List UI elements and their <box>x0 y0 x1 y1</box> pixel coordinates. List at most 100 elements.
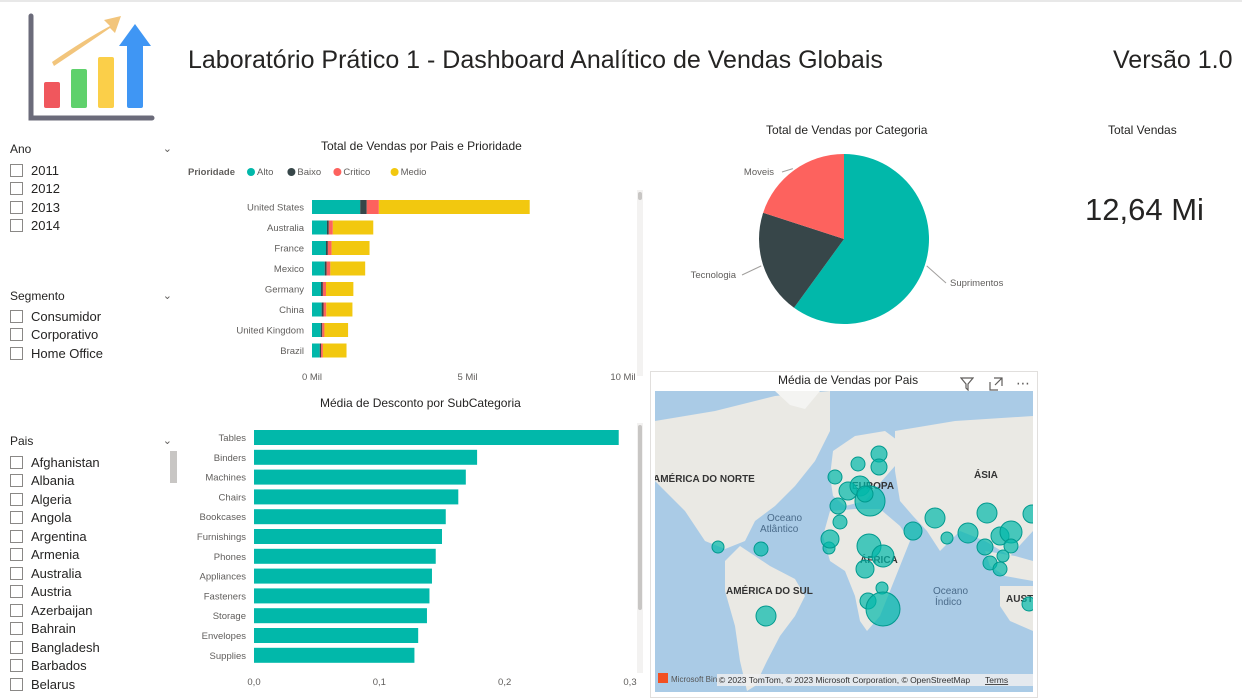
bar-segment[interactable] <box>319 343 322 358</box>
map-bubble[interactable] <box>832 514 848 530</box>
checkbox[interactable] <box>10 328 23 342</box>
bar-segment[interactable] <box>366 200 379 214</box>
checkbox[interactable] <box>10 309 23 323</box>
bar-segment[interactable] <box>312 343 320 358</box>
map-bubble[interactable] <box>755 605 777 627</box>
bar-segment[interactable] <box>378 200 530 214</box>
checkbox[interactable] <box>10 529 23 543</box>
bar[interactable] <box>254 568 432 584</box>
slicer-pais-item[interactable]: Azerbaijan <box>10 601 172 620</box>
scrollbar-thumb[interactable] <box>638 192 642 200</box>
bar-segment[interactable] <box>312 220 327 235</box>
pie-slice[interactable] <box>763 154 844 239</box>
slicer-pais-item[interactable]: Belarus <box>10 675 172 694</box>
bar-segment[interactable] <box>312 261 325 276</box>
slicer-pais-scrollbar[interactable] <box>170 451 177 483</box>
checkbox[interactable] <box>10 548 23 562</box>
map-bubble[interactable] <box>711 540 725 554</box>
map-area[interactable]: AMÉRICA DO NORTE EUROPA ÁSIA ÁFRICA AMÉR… <box>655 391 1033 692</box>
map-bubble[interactable] <box>753 541 769 557</box>
bar-segment[interactable] <box>324 323 349 337</box>
map-bubble[interactable] <box>871 544 895 568</box>
map-bubble[interactable] <box>1022 504 1033 524</box>
slicer-pais-item[interactable]: Albania <box>10 472 172 491</box>
bar[interactable] <box>254 489 459 505</box>
bar-segment[interactable] <box>331 241 370 255</box>
bar-segment[interactable] <box>322 323 325 337</box>
map-bubble[interactable] <box>996 549 1010 563</box>
bar[interactable] <box>254 469 466 485</box>
slicer-pais-item[interactable]: Bahrain <box>10 620 172 639</box>
checkbox[interactable] <box>10 677 23 691</box>
bar-segment[interactable] <box>321 302 324 317</box>
bar-segment[interactable] <box>325 241 328 255</box>
checkbox[interactable] <box>10 566 23 580</box>
map-bubble[interactable] <box>865 591 901 627</box>
bar[interactable] <box>254 430 619 445</box>
bar[interactable] <box>254 588 430 604</box>
checkbox[interactable] <box>10 455 23 469</box>
slicer-pais-item[interactable]: Australia <box>10 564 172 583</box>
bar[interactable] <box>254 628 419 643</box>
bar-segment[interactable] <box>312 241 326 255</box>
bar-segment[interactable] <box>321 282 323 296</box>
slicer-pais-item[interactable]: Armenia <box>10 546 172 565</box>
checkbox[interactable] <box>10 492 23 506</box>
scrollbar-thumb[interactable] <box>638 425 642 610</box>
bar-segment[interactable] <box>326 261 331 276</box>
legend-item[interactable]: Critico <box>343 167 370 178</box>
legend-item[interactable]: Baixo <box>297 167 321 178</box>
bar-segment[interactable] <box>323 302 327 317</box>
checkbox[interactable] <box>10 346 23 360</box>
bar-segment[interactable] <box>326 302 353 317</box>
checkbox[interactable] <box>10 182 23 196</box>
bar-segment[interactable] <box>328 220 333 235</box>
map-bubble[interactable] <box>976 502 998 524</box>
checkbox[interactable] <box>10 474 23 488</box>
slicer-pais-item[interactable]: Austria <box>10 583 172 602</box>
map-bubble[interactable] <box>829 497 847 515</box>
bar-segment[interactable] <box>312 282 322 296</box>
map-terms-link[interactable]: Terms <box>985 675 1008 685</box>
bar-segment[interactable] <box>312 323 321 337</box>
map-bubble[interactable] <box>924 507 946 529</box>
slicer-pais-item[interactable]: Barbados <box>10 657 172 676</box>
checkbox[interactable] <box>10 640 23 654</box>
bar-segment[interactable] <box>360 200 367 214</box>
chevron-down-icon[interactable]: ⌄ <box>162 143 172 155</box>
slicer-pais-item[interactable]: Afghanistan <box>10 453 172 472</box>
bar[interactable] <box>254 509 446 525</box>
slicer-ano-item[interactable]: 2013 <box>10 198 172 217</box>
slicer-ano-item[interactable]: 2014 <box>10 217 172 236</box>
slicer-segmento-item[interactable]: Consumidor <box>10 307 172 326</box>
slicer-segmento-item[interactable]: Home Office <box>10 344 172 363</box>
bar-segment[interactable] <box>326 220 329 235</box>
legend-item[interactable]: Alto <box>257 167 273 178</box>
map-bubble[interactable] <box>957 522 979 544</box>
map-bubble[interactable] <box>1021 596 1033 612</box>
map-bubble[interactable] <box>1003 538 1019 554</box>
bar-segment[interactable] <box>322 343 347 358</box>
bar-segment[interactable] <box>320 323 323 337</box>
bar[interactable] <box>254 529 442 544</box>
bar-segment[interactable] <box>312 200 361 214</box>
map-bubble[interactable] <box>870 458 888 476</box>
map-bubble[interactable] <box>940 531 954 545</box>
more-options-icon[interactable]: ⋯ <box>1016 375 1031 391</box>
filter-icon[interactable] <box>960 377 974 391</box>
bar[interactable] <box>254 548 436 564</box>
checkbox[interactable] <box>10 219 23 233</box>
checkbox[interactable] <box>10 200 23 214</box>
slicer-pais-item[interactable]: Algeria <box>10 490 172 509</box>
checkbox[interactable] <box>10 659 23 673</box>
bar-segment[interactable] <box>327 241 332 255</box>
bar-segment[interactable] <box>312 302 322 317</box>
slicer-pais-item[interactable]: Angola <box>10 509 172 528</box>
checkbox[interactable] <box>10 603 23 617</box>
bar-segment[interactable] <box>332 220 374 235</box>
bar[interactable] <box>254 449 478 465</box>
map-bubble[interactable] <box>992 561 1008 577</box>
map-bubble[interactable] <box>820 529 840 549</box>
bar[interactable] <box>254 608 427 624</box>
bar-segment[interactable] <box>321 343 323 358</box>
